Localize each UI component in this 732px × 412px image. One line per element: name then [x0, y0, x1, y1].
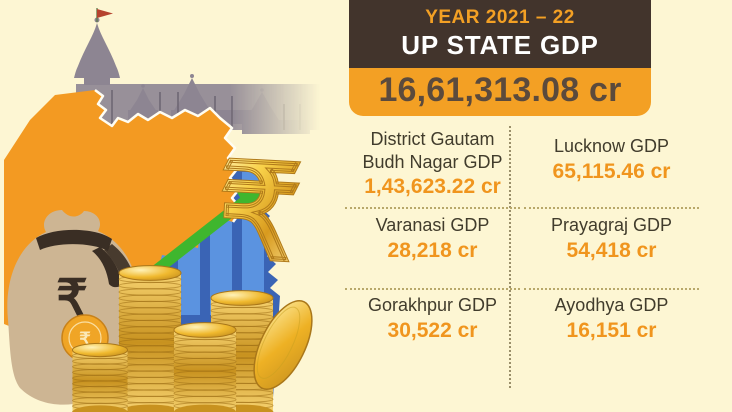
svg-text:₹: ₹ [214, 137, 306, 288]
